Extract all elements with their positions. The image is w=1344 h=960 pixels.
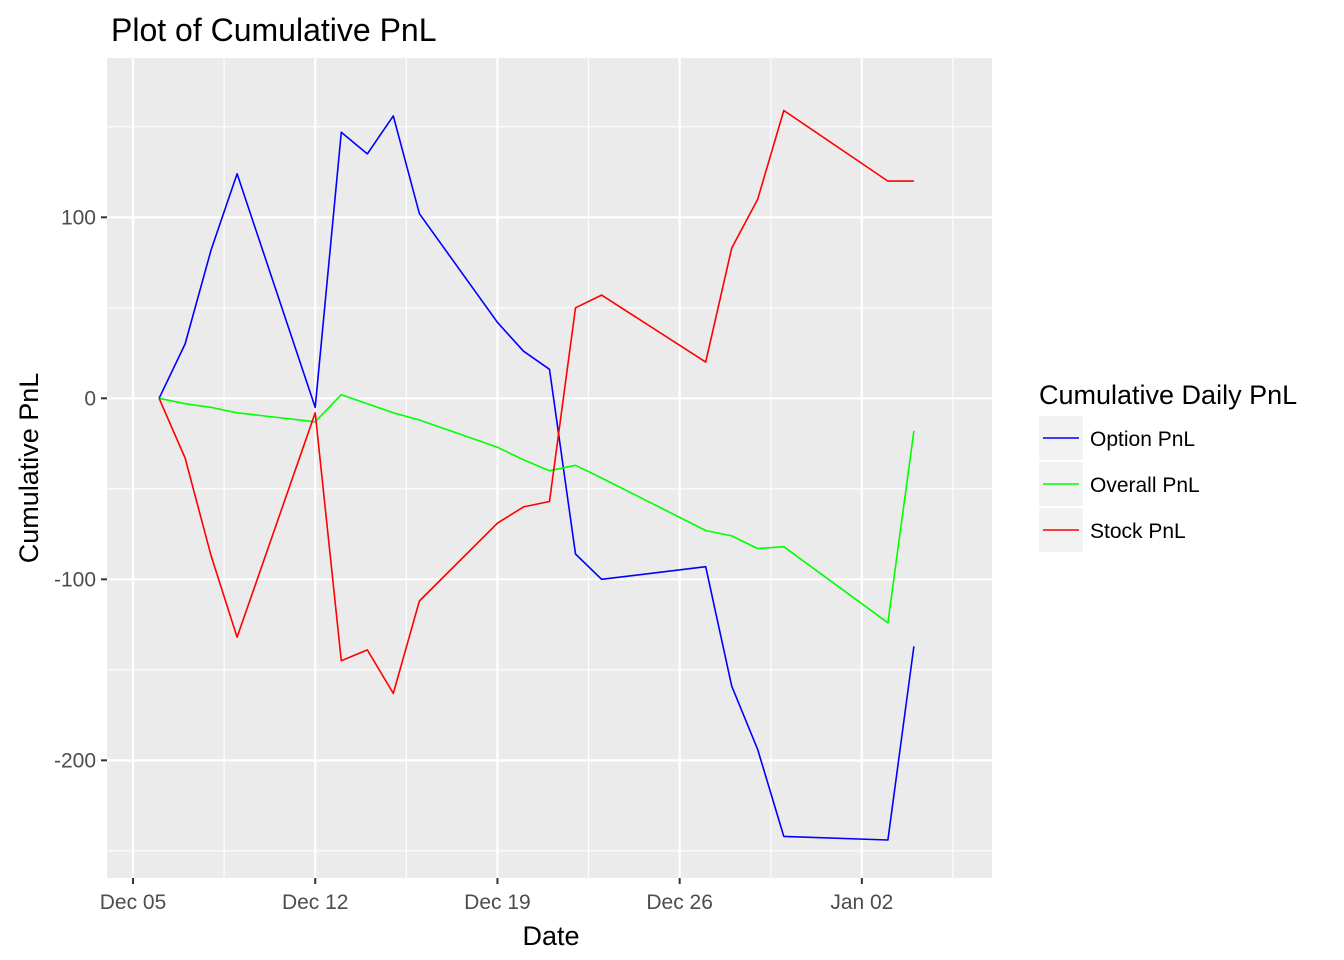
x-tick-label: Dec 05 [100,891,167,914]
y-tick-label: 0 [84,387,96,410]
series-line-option-pnl [158,115,915,841]
plot-panel [107,58,992,878]
legend: Cumulative Daily PnL Option PnL Overall P… [1039,380,1297,552]
x-tick-label: Jan 02 [830,891,893,914]
series-line-overall-pnl [158,393,915,624]
legend-item-stock-pnl: Stock PnL [1039,508,1186,552]
y-tick-label: -100 [54,568,96,591]
y-tick-label: -200 [54,749,96,772]
series-lines [158,109,915,841]
legend-items: Option PnL Overall PnL Stock PnL [1039,416,1200,552]
major-gridlines [107,58,992,878]
legend-item-overall-pnl: Overall PnL [1039,462,1200,506]
minor-gridlines [107,58,992,878]
x-axis: Dec 05 Dec 12 Dec 19 Dec 26 Jan 02 [100,878,893,914]
chart-title: Plot of Cumulative PnL [111,12,437,48]
legend-label: Overall PnL [1090,474,1200,497]
y-tick-label: 100 [61,206,96,229]
y-axis: -200 -100 0 100 [54,206,107,772]
legend-title: Cumulative Daily PnL [1039,380,1297,410]
x-tick-label: Dec 19 [464,891,531,914]
x-axis-title: Date [522,921,579,951]
x-tick-label: Dec 12 [282,891,349,914]
legend-item-option-pnl: Option PnL [1039,416,1195,460]
legend-label: Option PnL [1090,428,1195,451]
series-line-stock-pnl [158,109,914,695]
x-tick-label: Dec 26 [646,891,713,914]
y-axis-title: Cumulative PnL [14,373,44,564]
legend-label: Stock PnL [1090,520,1186,543]
